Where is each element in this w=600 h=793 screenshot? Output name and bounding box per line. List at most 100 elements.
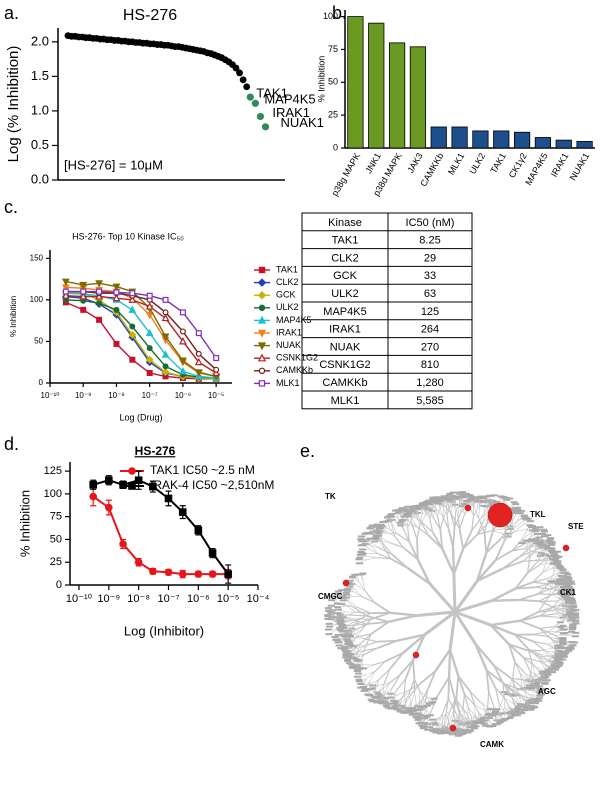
- marker: [164, 568, 173, 577]
- branch: [453, 713, 457, 725]
- branch: [536, 527, 540, 537]
- branch: [535, 582, 550, 588]
- leaf-label: [405, 512, 413, 515]
- branch: [394, 536, 404, 549]
- leaf-label: [343, 638, 351, 641]
- leaf-label: [324, 607, 332, 610]
- branch: [455, 713, 464, 724]
- branch: [355, 611, 371, 614]
- branch: [407, 518, 412, 529]
- hit-marker: [449, 724, 457, 732]
- leaf-label: [434, 502, 442, 505]
- leaf-label: [416, 717, 424, 720]
- hit-marker: [487, 502, 513, 528]
- bar: [472, 130, 489, 149]
- branch: [362, 596, 375, 603]
- leaf-label: [366, 688, 374, 691]
- leaf-label: [536, 688, 544, 691]
- leaf-label: [426, 714, 434, 717]
- leaf-label: [554, 644, 562, 647]
- x-axis-label: Log (Inhibitor): [124, 623, 204, 638]
- branch: [416, 539, 419, 560]
- leaf-label: [507, 715, 515, 718]
- leaf-label: [536, 694, 544, 697]
- branch: [376, 557, 391, 560]
- branch: [540, 654, 551, 657]
- leaf-label: [454, 734, 462, 737]
- branch: [346, 617, 357, 620]
- leaf-label: [558, 651, 566, 654]
- leaf-label: [458, 729, 466, 732]
- marker: [96, 288, 103, 295]
- branch: [555, 606, 565, 615]
- leaf-label: [421, 722, 429, 725]
- leaf-label: [484, 713, 492, 716]
- leaf-label: [336, 613, 344, 616]
- branch: [457, 675, 466, 695]
- branch: [530, 539, 532, 548]
- branch: [462, 723, 465, 733]
- leaf-label: [334, 619, 342, 622]
- leaf-label: [432, 731, 440, 734]
- branch: [424, 510, 431, 520]
- leaf-label: [409, 712, 417, 715]
- branch: [495, 716, 497, 725]
- branch: [435, 508, 443, 517]
- y-tick-label: 25: [50, 556, 62, 568]
- branch: [495, 715, 500, 723]
- branch: [391, 523, 397, 534]
- branch: [536, 552, 542, 562]
- leaf-label: [556, 564, 564, 567]
- branch: [387, 520, 390, 528]
- branch: [494, 687, 505, 699]
- highlight-label: TAK1: [256, 86, 288, 101]
- leaf-label: [541, 535, 549, 538]
- leaf-label: [534, 539, 542, 542]
- leaf-label: [528, 526, 536, 529]
- leaf-label: [329, 609, 337, 612]
- leaf-label: [350, 664, 358, 667]
- leaf-label: [406, 711, 414, 714]
- leaf-label: [408, 510, 416, 513]
- leaf-label: [355, 680, 363, 683]
- marker: [213, 355, 220, 362]
- branch: [448, 506, 453, 516]
- branch: [419, 515, 426, 526]
- y-tick-label: 75: [50, 511, 62, 523]
- leaf-label: [488, 503, 496, 506]
- marker: [119, 540, 127, 548]
- branch: [498, 713, 503, 721]
- branch: [469, 509, 480, 519]
- branch: [535, 586, 550, 590]
- branch: [509, 706, 511, 714]
- branch: [538, 660, 551, 663]
- legend-label: IRAK1: [276, 327, 302, 337]
- x-tick-label: 10⁻⁶: [187, 593, 210, 605]
- branch: [519, 546, 532, 558]
- leaf-label: [512, 510, 520, 513]
- branch: [470, 499, 475, 508]
- branch: [520, 533, 530, 541]
- leaf-label: [544, 534, 552, 537]
- marker: [112, 293, 121, 302]
- leaf-label: [344, 658, 352, 661]
- leaf-label: [496, 721, 504, 724]
- leaf-label: [544, 669, 552, 672]
- leaf-label: [350, 645, 358, 648]
- branch: [532, 581, 547, 585]
- marker: [195, 330, 202, 337]
- leaf-label: [571, 635, 579, 638]
- leaf-label: [563, 576, 571, 579]
- branch: [553, 608, 565, 611]
- leaf-label: [537, 552, 545, 555]
- legend-label: MLK1: [276, 378, 300, 388]
- leaf-label: [528, 538, 536, 541]
- branch: [527, 564, 541, 574]
- branch: [517, 513, 521, 521]
- leaf-label: [480, 504, 488, 507]
- leaf-label: [367, 532, 375, 535]
- leaf-label: [540, 530, 548, 533]
- leaf-label: [327, 615, 335, 618]
- leaf-label: [339, 599, 347, 602]
- branch: [414, 693, 417, 704]
